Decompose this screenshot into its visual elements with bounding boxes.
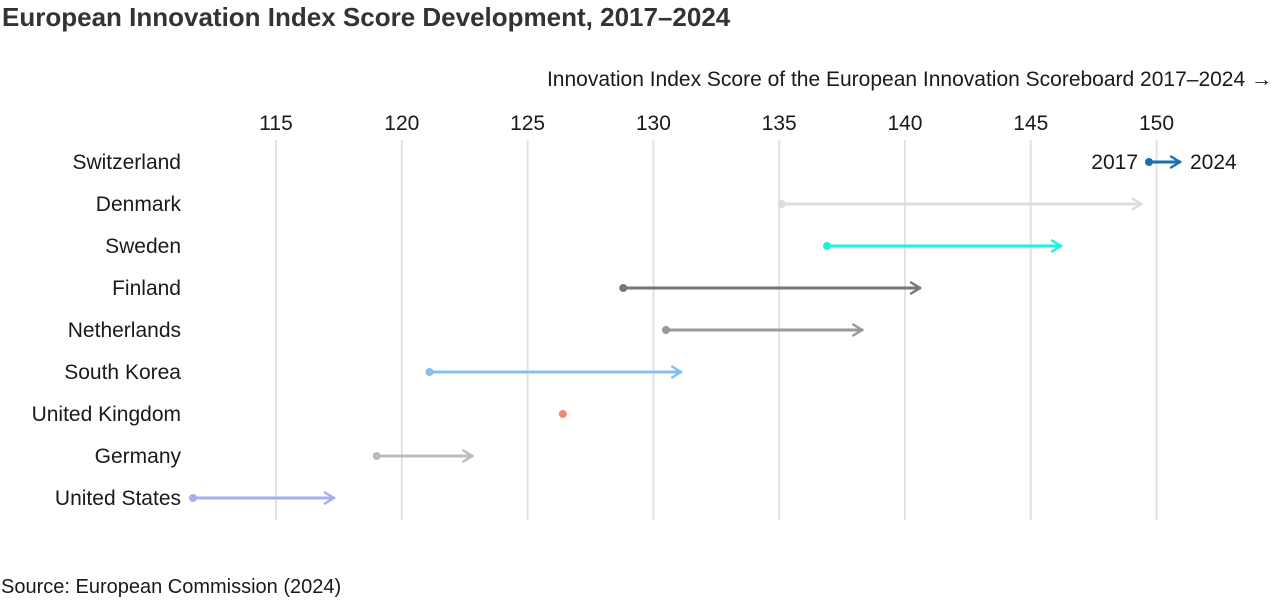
dumbbell-row bbox=[372, 449, 474, 463]
start-2017-point bbox=[777, 200, 786, 208]
dumbbell-row bbox=[661, 323, 864, 337]
country-label: Denmark bbox=[96, 193, 182, 216]
country-label: Sweden bbox=[105, 235, 181, 258]
x-tick-label: 130 bbox=[636, 112, 671, 135]
country-label: United Kingdom bbox=[32, 403, 181, 426]
end-2024-arrow bbox=[670, 365, 683, 379]
country-label: United States bbox=[55, 487, 181, 510]
gridlines bbox=[275, 140, 1158, 520]
legend-start-label: 2017 bbox=[1091, 151, 1138, 174]
chart-title: European Innovation Index Score Developm… bbox=[2, 2, 731, 32]
dumbbell-row bbox=[822, 239, 1063, 253]
start-2017-point bbox=[619, 284, 628, 292]
x-tick-label: 135 bbox=[762, 112, 797, 135]
x-tick-label: 150 bbox=[1139, 112, 1174, 135]
country-labels: Switzerland Denmark Sweden Finland Netherlan… bbox=[32, 151, 182, 510]
end-2024-arrow bbox=[462, 449, 474, 463]
end-2024-arrow bbox=[851, 323, 864, 337]
legend-arrow-icon bbox=[1169, 155, 1182, 169]
start-2017-point bbox=[425, 368, 434, 376]
legend-dot-icon bbox=[1145, 158, 1153, 166]
end-2024-arrow bbox=[909, 281, 922, 295]
x-tick-label: 140 bbox=[887, 112, 922, 135]
start-2017-point bbox=[558, 410, 567, 418]
dumbbell-row bbox=[619, 281, 922, 295]
x-tick-label: 115 bbox=[259, 112, 292, 135]
start-2017-point bbox=[822, 242, 831, 250]
dumbbell-row bbox=[558, 410, 567, 418]
dumbbell-marks bbox=[189, 197, 1143, 505]
dumbbell-row bbox=[777, 197, 1143, 211]
source-note: Source: European Commission (2024) bbox=[1, 576, 342, 598]
end-2024-arrow bbox=[1131, 197, 1143, 211]
x-tick-label: 120 bbox=[384, 112, 419, 135]
end-2024-arrow bbox=[1050, 239, 1063, 253]
country-label: Switzerland bbox=[72, 151, 181, 174]
end-2024-arrow bbox=[323, 491, 336, 505]
start-2017-point bbox=[189, 494, 198, 502]
x-axis-title: Innovation Index Score of the European I… bbox=[547, 68, 1272, 91]
dumbbell-row bbox=[425, 365, 683, 379]
legend: 2017 2024 bbox=[1091, 151, 1237, 174]
start-2017-point bbox=[372, 452, 381, 460]
x-tick-label: 145 bbox=[1013, 112, 1048, 135]
country-label: Finland bbox=[112, 277, 181, 300]
legend-end-label: 2024 bbox=[1190, 151, 1237, 174]
dumbbell-row bbox=[189, 491, 336, 505]
x-tick-labels: 115 120 125 130 135 140 145 150 bbox=[259, 112, 1174, 135]
country-label: South Korea bbox=[64, 361, 181, 384]
start-2017-point bbox=[661, 326, 670, 334]
country-label: Netherlands bbox=[68, 319, 181, 342]
x-tick-label: 125 bbox=[510, 112, 545, 135]
country-label: Germany bbox=[95, 445, 182, 468]
